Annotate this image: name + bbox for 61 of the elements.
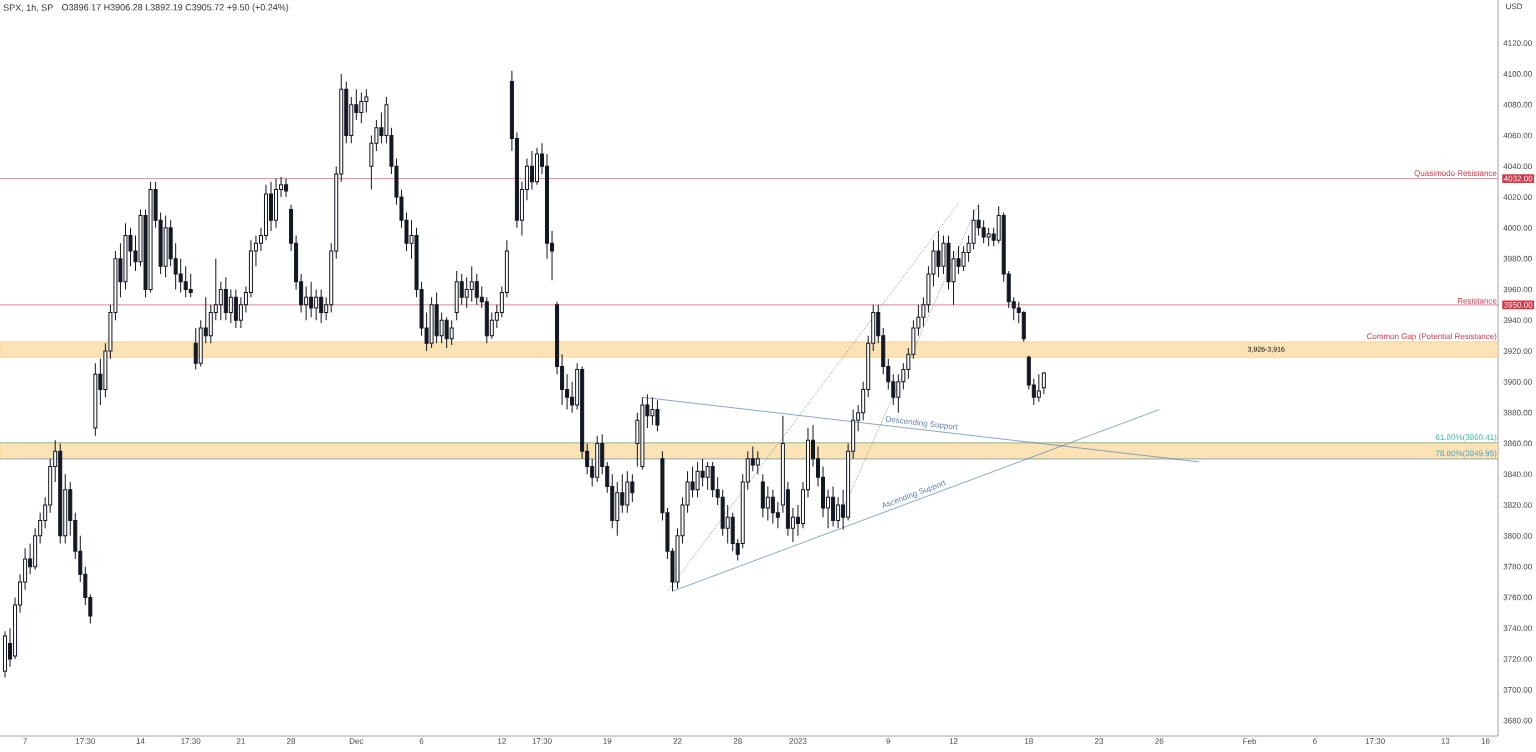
y-tick-label: 3920.00 xyxy=(1503,348,1532,354)
x-tick-label: 26 xyxy=(1155,738,1164,744)
chart-title: SPX, 1h, SP xyxy=(3,4,53,12)
y-tick-label: 3820.00 xyxy=(1503,502,1532,508)
y-tick-label: 3840.00 xyxy=(1503,471,1532,478)
y-tick-label: 3780.00 xyxy=(1503,563,1532,570)
y-tick-label: 4080.00 xyxy=(1503,101,1532,108)
candlestick xyxy=(1036,373,1041,403)
y-tick-label: 3860.00 xyxy=(1503,440,1532,447)
ref-line-label: Resistance xyxy=(1457,297,1497,304)
band-label: Common Gap (Potential Resistance) xyxy=(1366,333,1497,341)
x-tick-label: Feb xyxy=(1243,738,1257,745)
x-tick-label: 2023 xyxy=(789,738,807,744)
text: Descending Support xyxy=(886,416,958,430)
y-tick-label: 4032.00 xyxy=(1503,175,1533,182)
x-tick-label: 17:30 xyxy=(181,738,201,744)
x-tick-label: 13 xyxy=(1441,738,1450,744)
y-tick-label: 4060.00 xyxy=(1503,132,1532,139)
chart-subtitle: O3896.17 H3906.28 L3892.19 C3905.72 +9.50 (+0.24%) xyxy=(62,3,289,13)
ref-line-label: Quasimodo Resistance xyxy=(1414,170,1497,178)
y-tick-label: 4120.00 xyxy=(1503,40,1532,46)
y-tick-label: 3720.00 xyxy=(1503,656,1532,662)
x-tick-label: 17:30 xyxy=(1365,738,1385,744)
x-tick-label: 14 xyxy=(136,738,145,744)
y-tick-label: 3980.00 xyxy=(1503,255,1532,262)
y-tick-label: 3800.00 xyxy=(1503,533,1532,539)
y-tick-label: 3700.00 xyxy=(1503,686,1532,693)
x-tick-label: 7 xyxy=(23,738,27,744)
y-tick-label: 3950.00 xyxy=(1504,302,1533,308)
x-tick-label: 21 xyxy=(236,738,245,744)
y-tick-label: 3900.00 xyxy=(1503,379,1532,385)
y-tick-label: 3740.00 xyxy=(1503,625,1532,632)
x-tick-label: 22 xyxy=(673,738,682,744)
x-tick-label: 19 xyxy=(603,738,612,744)
y-tick-label: 4020.00 xyxy=(1503,194,1532,200)
y-tick-label: 3680.00 xyxy=(1503,717,1532,724)
x-tick-label: 28 xyxy=(287,738,296,744)
x-tick-label: 23 xyxy=(1095,738,1104,744)
y-tick-label: 3960.00 xyxy=(1503,286,1532,293)
x-tick-label: 6 xyxy=(419,738,424,744)
x-tick-label: 9 xyxy=(886,738,891,744)
x-tick-label: 17:30 xyxy=(75,738,96,744)
y-tick-label: 4100.00 xyxy=(1503,71,1532,77)
y-tick-label: 3880.00 xyxy=(1503,409,1532,416)
x-tick-label: Dec xyxy=(349,738,364,744)
y-tick-label: 3760.00 xyxy=(1503,594,1532,601)
x-tick-label: 16 xyxy=(1481,738,1490,744)
candlestick xyxy=(775,501,780,529)
x-tick-label: 12 xyxy=(498,738,506,744)
ref-line-label: 78.60%(3849.95) xyxy=(1435,450,1497,458)
x-tick-label: 6 xyxy=(1313,738,1317,744)
x-tick-label: 18 xyxy=(1024,738,1033,744)
ref-line-label: 61.80%(3860.41) xyxy=(1435,434,1497,442)
y-tick-label: 4000.00 xyxy=(1503,225,1532,231)
y-tick-label: 4040.00 xyxy=(1503,163,1532,170)
y-tick-label: 3940.00 xyxy=(1503,317,1532,324)
x-tick-label: 12 xyxy=(949,738,958,744)
candlestick xyxy=(3,630,8,678)
x-tick-label: 17:30 xyxy=(532,738,552,744)
x-tick-label: 28 xyxy=(733,738,742,744)
y-axis-title: USD xyxy=(1506,3,1523,10)
